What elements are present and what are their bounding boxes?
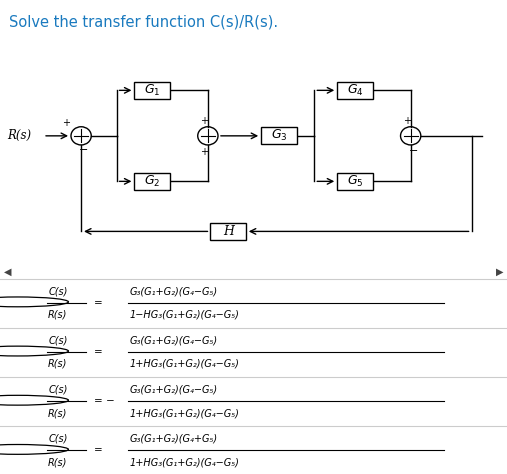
Text: G₃(G₁+G₂)(G₄−G₅): G₃(G₁+G₂)(G₄−G₅) (129, 335, 218, 345)
Text: C(s): C(s) (48, 434, 67, 444)
Text: $G_4$: $G_4$ (347, 83, 363, 98)
Text: =: = (94, 298, 102, 308)
Bar (337, 82, 373, 99)
Text: 1+HG₃(G₁+G₂)(G₄−G₅): 1+HG₃(G₁+G₂)(G₄−G₅) (129, 408, 239, 418)
Bar (261, 127, 297, 145)
Text: G₃(G₁+G₂)(G₄−G₅): G₃(G₁+G₂)(G₄−G₅) (129, 286, 218, 296)
Text: −: − (409, 146, 418, 156)
Text: $G_3$: $G_3$ (271, 128, 287, 144)
Text: C(s): C(s) (48, 384, 67, 394)
Bar (134, 82, 170, 99)
Text: R(s): R(s) (48, 310, 67, 319)
Text: 1+HG₃(G₁+G₂)(G₄−G₅): 1+HG₃(G₁+G₂)(G₄−G₅) (129, 457, 239, 467)
Text: C(s): C(s) (48, 286, 67, 296)
Text: $G_1$: $G_1$ (144, 83, 160, 98)
Text: G₃(G₁+G₂)(G₄+G₅): G₃(G₁+G₂)(G₄+G₅) (129, 434, 218, 444)
Text: Solve the transfer function C(s)/R(s).: Solve the transfer function C(s)/R(s). (9, 15, 278, 30)
Text: $G_2$: $G_2$ (144, 174, 160, 189)
Text: +: + (403, 116, 411, 126)
Text: = −: = − (94, 396, 115, 406)
Text: +: + (200, 147, 208, 157)
Text: +: + (200, 116, 208, 126)
Text: 1−HG₃(G₁+G₂)(G₄−G₅): 1−HG₃(G₁+G₂)(G₄−G₅) (129, 310, 239, 319)
Bar (337, 173, 373, 190)
Text: 1+HG₃(G₁+G₂)(G₄−G₅): 1+HG₃(G₁+G₂)(G₄−G₅) (129, 359, 239, 369)
Text: G₃(G₁+G₂)(G₄−G₅): G₃(G₁+G₂)(G₄−G₅) (129, 384, 218, 394)
Text: R(s): R(s) (48, 408, 67, 418)
Text: H: H (223, 225, 234, 238)
Text: R(s): R(s) (48, 457, 67, 467)
Text: R(s): R(s) (8, 129, 32, 142)
Text: −: − (79, 146, 88, 155)
Text: =: = (94, 347, 102, 357)
Bar (134, 173, 170, 190)
Text: R(s): R(s) (48, 359, 67, 369)
Text: +: + (62, 118, 70, 128)
Text: $G_5$: $G_5$ (347, 174, 363, 189)
Bar (210, 223, 246, 240)
Text: C(s): C(s) (48, 335, 67, 345)
Text: =: = (94, 446, 102, 456)
Text: ▶: ▶ (496, 267, 503, 277)
Text: ◀: ◀ (4, 267, 11, 277)
